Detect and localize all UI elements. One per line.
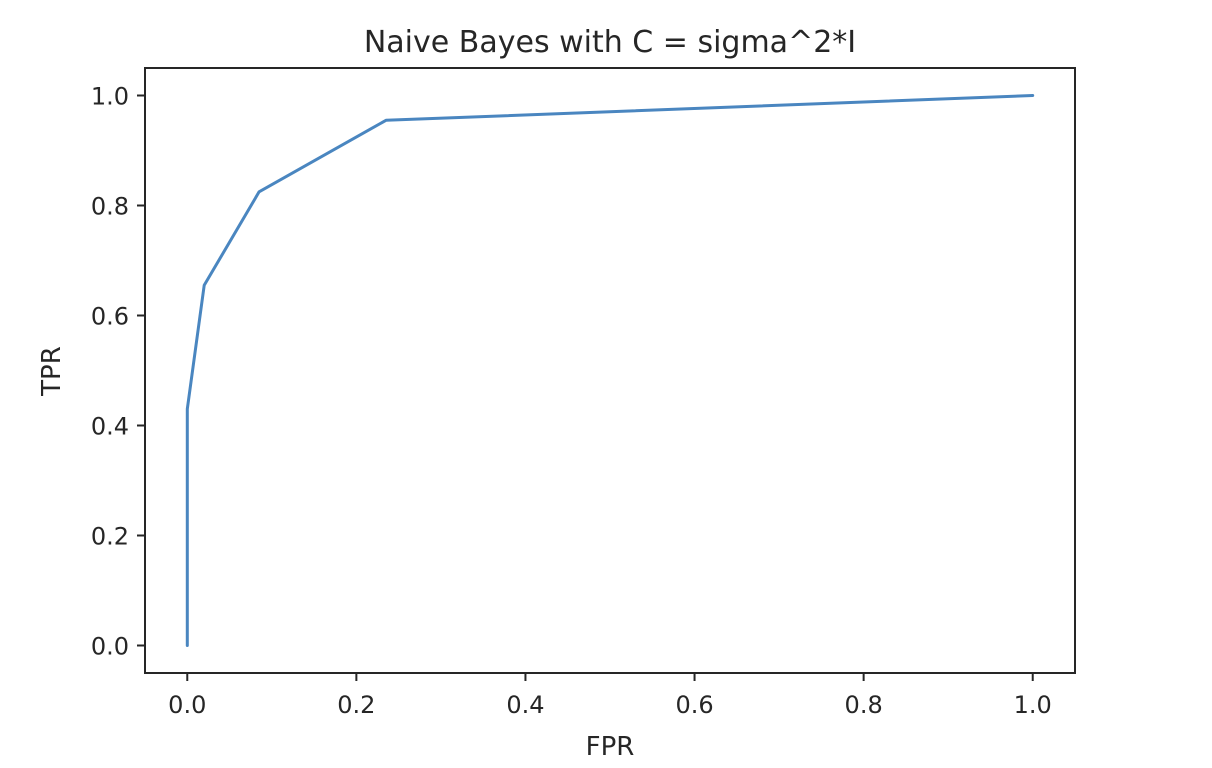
series-layer (185, 94, 1035, 647)
x-tick-label: 0.0 (168, 691, 206, 719)
y-tick-label: 0.8 (91, 193, 129, 221)
y-tick-label: 0.4 (91, 413, 129, 441)
x-tick-label: 0.8 (845, 691, 883, 719)
y-tick-label: 0.6 (91, 303, 129, 331)
x-tick-label: 0.6 (675, 691, 713, 719)
y-tick-label: 0.0 (91, 633, 129, 661)
y-tick-label: 1.0 (91, 83, 129, 111)
y-axis-label: TPR (37, 346, 67, 397)
x-tick-label: 0.4 (506, 691, 544, 719)
x-axis-label: FPR (586, 732, 635, 762)
x-tick-label: 0.2 (337, 691, 375, 719)
y-tick-label: 0.2 (91, 523, 129, 551)
x-tick-label: 1.0 (1014, 691, 1052, 719)
chart-title: Naive Bayes with C = sigma^2*I (364, 25, 856, 60)
ticks-layer: 0.0 0.2 0.4 0.6 0.8 1.0 0.0 0.2 0.4 0.6 0.8 1.0 (91, 83, 1052, 720)
roc-curve-line (185, 94, 1035, 647)
plot-frame (144, 67, 1076, 674)
